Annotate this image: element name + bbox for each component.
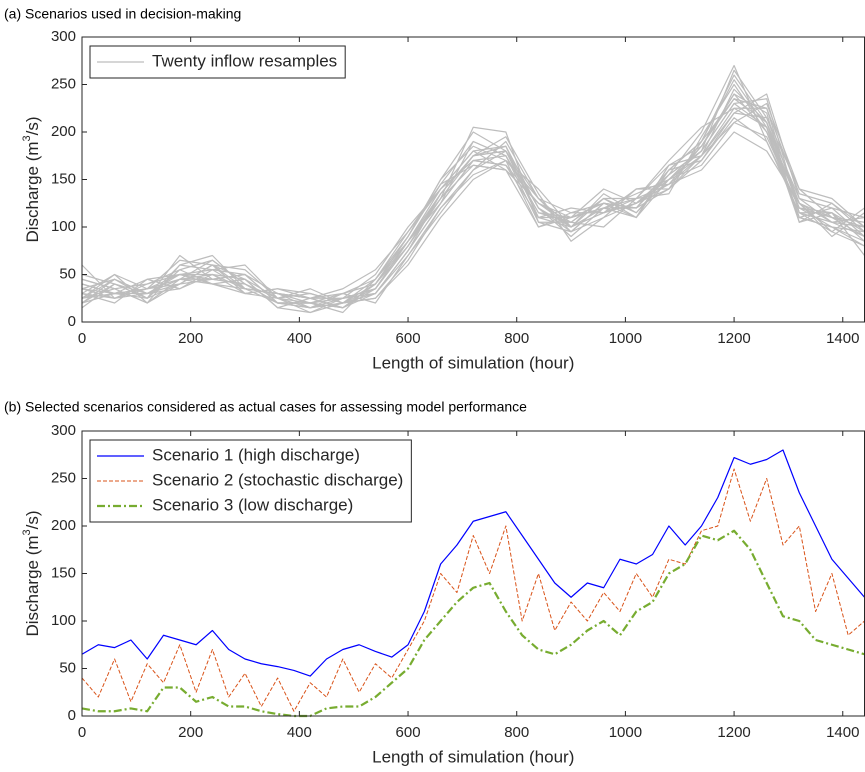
data-line	[81, 102, 865, 304]
x-tick-label: 200	[178, 724, 203, 741]
legend-label: Scenario 3 (low discharge)	[152, 495, 353, 514]
x-axis-label: Length of simulation (hour)	[372, 747, 574, 766]
x-tick-label: 400	[287, 330, 312, 347]
y-label-text: /s)	[23, 116, 42, 135]
panel-title: (b) Selected scenarios considered as act…	[4, 399, 527, 415]
y-tick-label: 100	[51, 612, 76, 629]
y-tick-label: 200	[51, 517, 76, 534]
legend-label: Scenario 2 (stochastic discharge)	[152, 470, 403, 489]
x-tick-label: 1400	[826, 724, 859, 741]
y-label-text: /s)	[23, 510, 42, 529]
y-label-text: Discharge (m	[23, 141, 42, 242]
data-line	[81, 98, 865, 304]
x-tick-label: 400	[287, 724, 312, 741]
x-tick-label: 200	[178, 330, 203, 347]
data-line	[81, 107, 865, 309]
x-axis-label: Length of simulation (hour)	[372, 353, 574, 372]
y-label-sup: 3	[21, 529, 33, 535]
x-tick-label: 1200	[717, 330, 750, 347]
y-tick-label: 50	[59, 265, 76, 282]
data-line	[81, 79, 865, 304]
y-tick-label: 300	[51, 422, 76, 439]
data-line	[81, 529, 865, 718]
y-tick-label: 150	[51, 170, 76, 187]
legend-label: Twenty inflow resamples	[152, 51, 337, 70]
x-tick-label: 800	[504, 724, 529, 741]
y-tick-label: 200	[51, 123, 76, 140]
x-tick-label: 1000	[609, 724, 642, 741]
legend-label: Scenario 1 (high discharge)	[152, 445, 360, 464]
x-tick-label: 1400	[826, 330, 859, 347]
y-tick-label: 0	[68, 707, 76, 724]
x-tick-label: 1000	[609, 330, 642, 347]
y-tick-label: 100	[51, 218, 76, 235]
data-line	[81, 74, 865, 309]
x-tick-label: 1200	[717, 724, 750, 741]
y-tick-label: 300	[51, 28, 76, 45]
y-axis-label: Discharge (m3/s)	[21, 116, 43, 242]
y-tick-label: 0	[68, 313, 76, 330]
y-axis-label: Discharge (m3/s)	[21, 510, 43, 636]
y-tick-label: 250	[51, 75, 76, 92]
legend-box	[89, 439, 412, 523]
x-tick-label: 0	[78, 330, 86, 347]
y-tick-label: 250	[51, 469, 76, 486]
data-line	[81, 112, 865, 309]
y-label-text: Discharge (m	[23, 535, 42, 636]
x-tick-label: 800	[504, 330, 529, 347]
data-line	[81, 449, 865, 677]
y-tick-label: 150	[51, 564, 76, 581]
data-line	[81, 468, 865, 712]
x-tick-label: 600	[396, 330, 421, 347]
y-tick-label: 50	[59, 659, 76, 676]
panel-title: (a) Scenarios used in decision-making	[4, 6, 241, 22]
x-tick-label: 0	[78, 724, 86, 741]
x-tick-label: 600	[396, 724, 421, 741]
y-label-sup: 3	[21, 135, 33, 141]
